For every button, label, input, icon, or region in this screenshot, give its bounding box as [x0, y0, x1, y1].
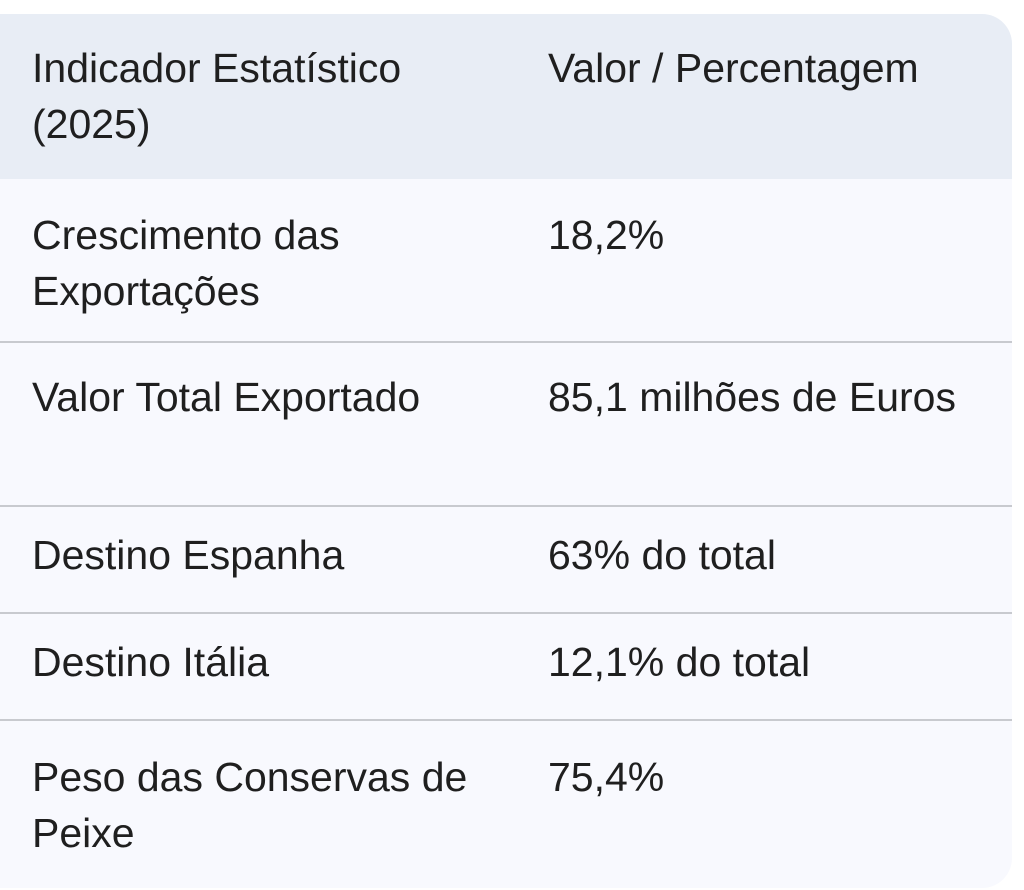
table-row: Crescimento das Exportações 18,2% — [0, 179, 1012, 342]
row-value: 18,2% — [548, 212, 665, 258]
table-row: Destino Itália 12,1% do total — [0, 613, 1012, 720]
row-indicator: Crescimento das Exportações — [32, 212, 340, 314]
statistics-table: Indicador Estatístico (2025) Valor / Per… — [0, 14, 1012, 888]
row-value: 63% do total — [548, 532, 776, 578]
row-indicator: Destino Espanha — [32, 532, 345, 578]
row-value: 85,1 milhões de Euros — [548, 374, 956, 420]
header-indicator: Indicador Estatístico (2025) — [32, 45, 402, 147]
row-indicator: Destino Itália — [32, 639, 270, 685]
row-value: 75,4% — [548, 754, 665, 800]
header-value: Valor / Percentagem — [548, 45, 919, 91]
table-row: Peso das Conservas de Peixe 75,4% — [0, 720, 1012, 888]
row-indicator: Valor Total Exportado — [32, 374, 421, 420]
table-row: Valor Total Exportado 85,1 milhões de Eu… — [0, 342, 1012, 506]
row-value: 12,1% do total — [548, 639, 811, 685]
row-indicator: Peso das Conservas de Peixe — [32, 754, 468, 856]
statistics-table-card: Indicador Estatístico (2025) Valor / Per… — [0, 14, 1012, 888]
table-header-row: Indicador Estatístico (2025) Valor / Per… — [0, 14, 1012, 179]
table-row: Destino Espanha 63% do total — [0, 506, 1012, 613]
